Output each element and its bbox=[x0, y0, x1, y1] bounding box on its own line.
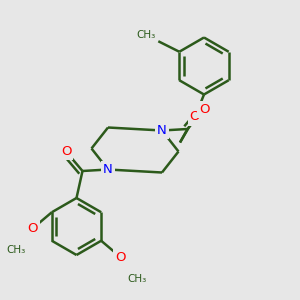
Text: O: O bbox=[199, 103, 209, 116]
Text: O: O bbox=[61, 145, 71, 158]
Text: O: O bbox=[190, 110, 200, 124]
Text: CH₃: CH₃ bbox=[6, 245, 26, 255]
Text: O: O bbox=[116, 251, 126, 264]
Text: CH₃: CH₃ bbox=[128, 274, 147, 284]
Text: N: N bbox=[157, 124, 167, 137]
Text: CH₃: CH₃ bbox=[137, 30, 156, 40]
Text: N: N bbox=[103, 163, 113, 176]
Text: O: O bbox=[27, 222, 38, 235]
